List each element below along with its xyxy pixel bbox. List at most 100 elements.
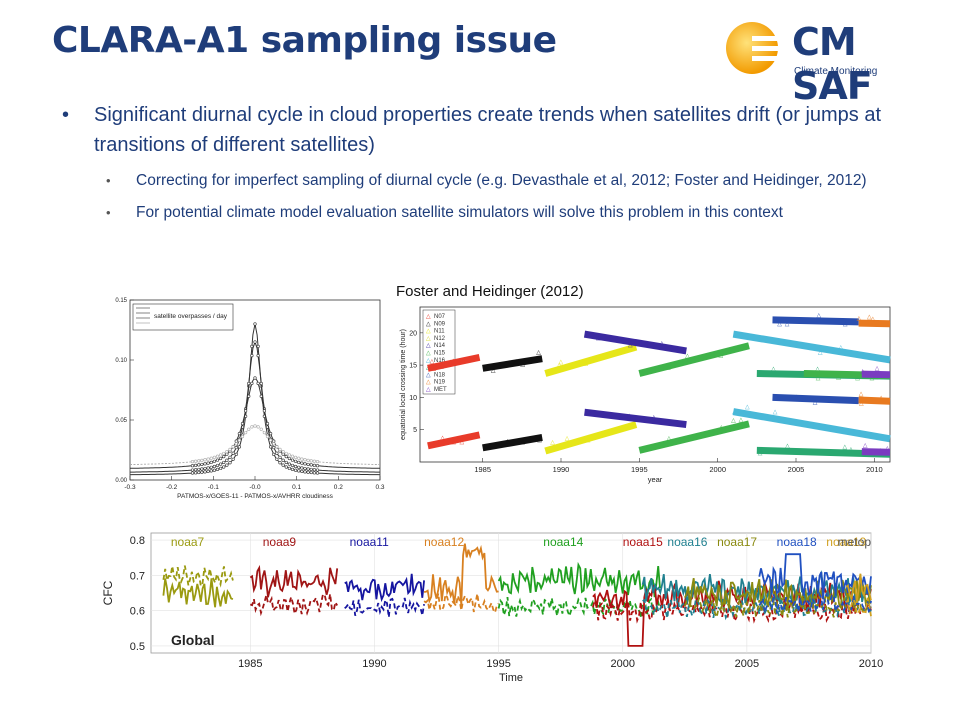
scatter-point: △ <box>719 353 724 359</box>
satellite-label: noaa14 <box>543 535 583 549</box>
logo-text: CM SAF <box>792 20 873 108</box>
scatter-point: △ <box>584 361 589 367</box>
legend-marker: △ <box>426 343 431 349</box>
cfc-series-line <box>592 597 872 624</box>
peak-series-point <box>190 464 195 468</box>
cfc-series-line <box>249 592 338 617</box>
peak-series-point <box>259 381 263 386</box>
peak-series-point <box>287 466 291 470</box>
peak-series-point <box>253 424 257 428</box>
peak-series-point <box>294 455 298 459</box>
x-tick-label: 2000 <box>709 465 726 474</box>
peak-series-point <box>225 452 229 456</box>
scatter-point: △ <box>790 397 795 403</box>
peak-series-point <box>303 466 307 471</box>
peak-series-point <box>300 461 304 465</box>
legend-marker: △ <box>426 314 431 320</box>
x-tick-label: 2005 <box>735 658 759 670</box>
scatter-point: △ <box>586 438 591 444</box>
scatter-point: △ <box>537 438 542 444</box>
satellite-drift-band <box>482 355 543 372</box>
scatter-point: △ <box>587 410 592 416</box>
peak-series-point <box>297 460 301 464</box>
scatter-point: △ <box>514 359 519 365</box>
peak-series-point <box>253 340 257 344</box>
scatter-point: △ <box>885 446 890 452</box>
scatter-point: △ <box>627 414 632 420</box>
scatter-point: △ <box>777 322 782 328</box>
legend-label: N14 <box>434 343 446 349</box>
peak-series-point <box>240 422 245 426</box>
peak-series-point <box>275 457 279 461</box>
scatter-point: △ <box>456 436 461 442</box>
satellite-drift-band <box>427 431 481 450</box>
scatter-point: △ <box>451 358 456 364</box>
peak-series-point <box>209 465 213 469</box>
peak-series-point <box>281 452 285 456</box>
legend-marker: △ <box>426 358 431 364</box>
scatter-point: △ <box>536 350 541 356</box>
satellite-drift-band <box>638 420 750 454</box>
scatter-point: △ <box>860 369 865 375</box>
peak-series-point <box>190 460 195 464</box>
peak-series-point <box>294 468 298 472</box>
peak-series-point <box>197 470 201 475</box>
y-tick-label: 15 <box>409 363 417 370</box>
cfc-series-line <box>424 543 499 606</box>
peak-series-point <box>200 458 204 462</box>
x-tick-label: 0.1 <box>292 484 301 491</box>
peak-series-point <box>234 452 238 456</box>
x-tick-label: -0.0 <box>249 484 261 491</box>
scatter-point: △ <box>731 418 736 424</box>
satellite-label: noaa9 <box>263 535 297 549</box>
scatter-point: △ <box>816 376 821 382</box>
cfc-series-line <box>344 597 425 618</box>
legend-label: N15 <box>434 351 446 357</box>
peak-series-point <box>290 458 295 462</box>
x-axis-label: year <box>648 475 663 484</box>
peak-series-point <box>287 453 291 457</box>
scatter-point: △ <box>732 409 737 415</box>
peak-series-point <box>197 459 201 463</box>
scatter-point: △ <box>859 401 864 407</box>
scatter-point: △ <box>794 394 799 400</box>
satellite-label: noaa7 <box>171 535 205 549</box>
peak-series-point <box>256 354 260 358</box>
x-tick-label: 0.3 <box>375 484 384 491</box>
peak-series-point <box>203 458 207 462</box>
x-tick-label: 1995 <box>631 465 648 474</box>
scatter-point: △ <box>773 410 778 416</box>
peak-series-point <box>303 462 307 466</box>
peak-series-point <box>219 466 223 470</box>
peak-series-point <box>284 451 288 456</box>
peak-series-point <box>209 456 213 460</box>
peak-series-point <box>272 442 276 446</box>
scatter-point: △ <box>575 439 580 445</box>
peak-series-point <box>306 470 310 474</box>
peak-series-point <box>294 464 298 469</box>
scatter-point: △ <box>430 359 435 365</box>
y-tick-label: 0.05 <box>115 418 127 424</box>
peak-series-point <box>247 427 251 431</box>
scatter-point: △ <box>785 322 790 328</box>
legend-marker: △ <box>426 321 431 327</box>
scatter-point: △ <box>659 341 664 347</box>
satellite-drift-band <box>732 408 891 443</box>
peak-series-point <box>212 468 216 472</box>
legend-marker: △ <box>426 336 431 342</box>
scatter-point: △ <box>838 345 843 351</box>
peak-series-point <box>244 431 248 435</box>
peak-series-point <box>228 455 232 459</box>
scatter-point: △ <box>557 362 562 368</box>
peak-series-point <box>212 455 216 459</box>
scatter-point: △ <box>505 439 510 445</box>
legend-marker: △ <box>426 351 431 357</box>
scatter-point: △ <box>855 376 860 382</box>
scatter-point: △ <box>870 375 875 381</box>
peak-series-point <box>234 442 238 446</box>
y-tick-label: 0.7 <box>130 570 145 582</box>
peak-series-point <box>265 434 270 439</box>
peak-series-point <box>312 463 316 467</box>
x-tick-label: 1985 <box>238 658 262 670</box>
cfc-series-line <box>845 573 872 604</box>
